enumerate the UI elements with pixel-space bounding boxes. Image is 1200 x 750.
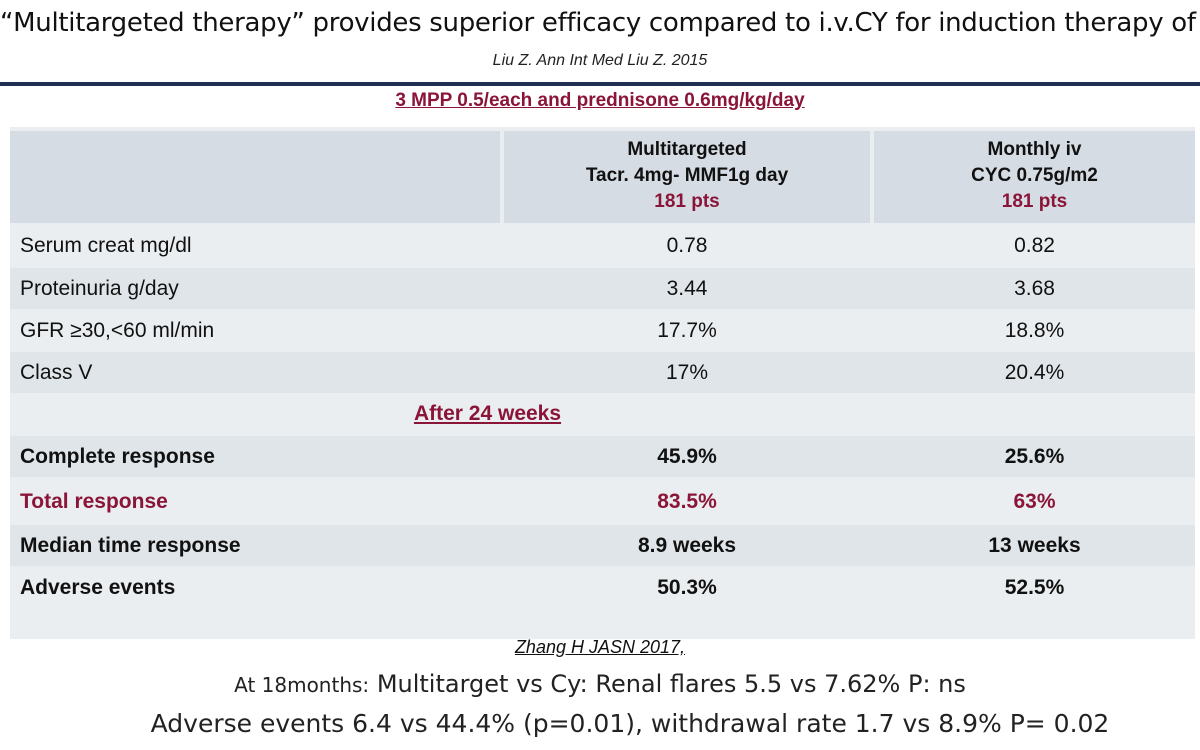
cyc-value: 52.5%	[1004, 576, 1065, 599]
header-cyc-patients: 181 pts	[1001, 191, 1068, 212]
table-row: Median time response 8.9 weeks 13 weeks	[10, 525, 1195, 566]
cyc-value: 20.4%	[1004, 361, 1065, 384]
header-cell-empty	[10, 131, 500, 223]
section-label-text: After 24 weeks	[413, 402, 562, 425]
row-label: Proteinuria g/day	[20, 277, 179, 300]
header-multitargeted-regimen: Tacr. 4mg- MMF1g day	[585, 165, 789, 186]
multitargeted-value: 50.3%	[657, 576, 717, 599]
cyc-value: 25.6%	[1004, 445, 1065, 468]
row-label: GFR ≥30,<60 ml/min	[20, 319, 215, 342]
table-row: Proteinuria g/day 3.44 3.68	[10, 268, 1195, 309]
row-label: Adverse events	[20, 576, 176, 599]
row-label: Serum creat mg/dl	[20, 234, 192, 257]
header-cell-multitargeted: Multitargeted Tacr. 4mg- MMF1g day 181 p…	[504, 131, 870, 223]
multitargeted-value: 45.9%	[657, 445, 717, 468]
cyc-value: 18.8%	[1004, 319, 1065, 342]
cyc-value: 3.68	[1014, 277, 1055, 300]
footer-reference: Zhang H JASN 2017,	[514, 637, 686, 657]
multitargeted-value: 17%	[665, 361, 709, 384]
row-label: Median time response	[20, 534, 241, 557]
footer-flares-line: At 18months: Multitarget vs Cy: Renal fl…	[0, 670, 1200, 698]
section-after-24-weeks: After 24 weeks	[10, 397, 1195, 431]
header-cyc-title: Monthly iv	[987, 139, 1082, 160]
header-multitargeted-patients: 181 pts	[654, 191, 720, 212]
multitargeted-value: 8.9 weeks	[637, 534, 737, 557]
header-cell-cyc: Monthly iv CYC 0.75g/m2 181 pts	[874, 131, 1195, 223]
table-row: Class V 17% 20.4%	[10, 352, 1195, 393]
footer-adverse-line: Adverse events 6.4 vs 44.4% (p=0.01), wi…	[150, 709, 1110, 738]
row-label: Complete response	[20, 445, 215, 468]
table-row: Adverse events 50.3% 52.5%	[10, 567, 1195, 608]
table-row: Total response 83.5% 63%	[10, 481, 1195, 522]
multitargeted-value: 0.78	[666, 234, 708, 257]
cyc-value: 13 weeks	[988, 534, 1081, 557]
row-label: Total response	[20, 490, 168, 513]
citation: Liu Z. Ann Int Med Liu Z. 2015	[492, 52, 708, 69]
header-cyc-regimen: CYC 0.75g/m2	[971, 165, 1098, 186]
cyc-value: 63%	[1013, 490, 1056, 513]
footer-flares-text: Multitarget vs Cy: Renal flares 5.5 vs 7…	[376, 670, 966, 698]
title-divider	[0, 82, 1200, 86]
cyc-value: 0.82	[1014, 234, 1055, 257]
multitargeted-value: 17.7%	[657, 319, 717, 342]
footer-timepoint: At 18months:	[234, 673, 370, 697]
row-label: Class V	[20, 361, 93, 384]
slide-title: “Multitargeted therapy” provides superio…	[0, 8, 1200, 38]
protocol-note: 3 MPP 0.5/each and prednisone 0.6mg/kg/d…	[395, 90, 805, 111]
header-multitargeted-title: Multitargeted	[627, 139, 747, 160]
comparison-table: Multitargeted Tacr. 4mg- MMF1g day 181 p…	[10, 127, 1195, 639]
multitargeted-value: 3.44	[666, 277, 708, 300]
multitargeted-value: 83.5%	[657, 490, 717, 513]
table-row: Serum creat mg/dl 0.78 0.82	[10, 225, 1195, 266]
table-row: GFR ≥30,<60 ml/min 17.7% 18.8%	[10, 310, 1195, 351]
table-row: Complete response 45.9% 25.6%	[10, 436, 1195, 477]
